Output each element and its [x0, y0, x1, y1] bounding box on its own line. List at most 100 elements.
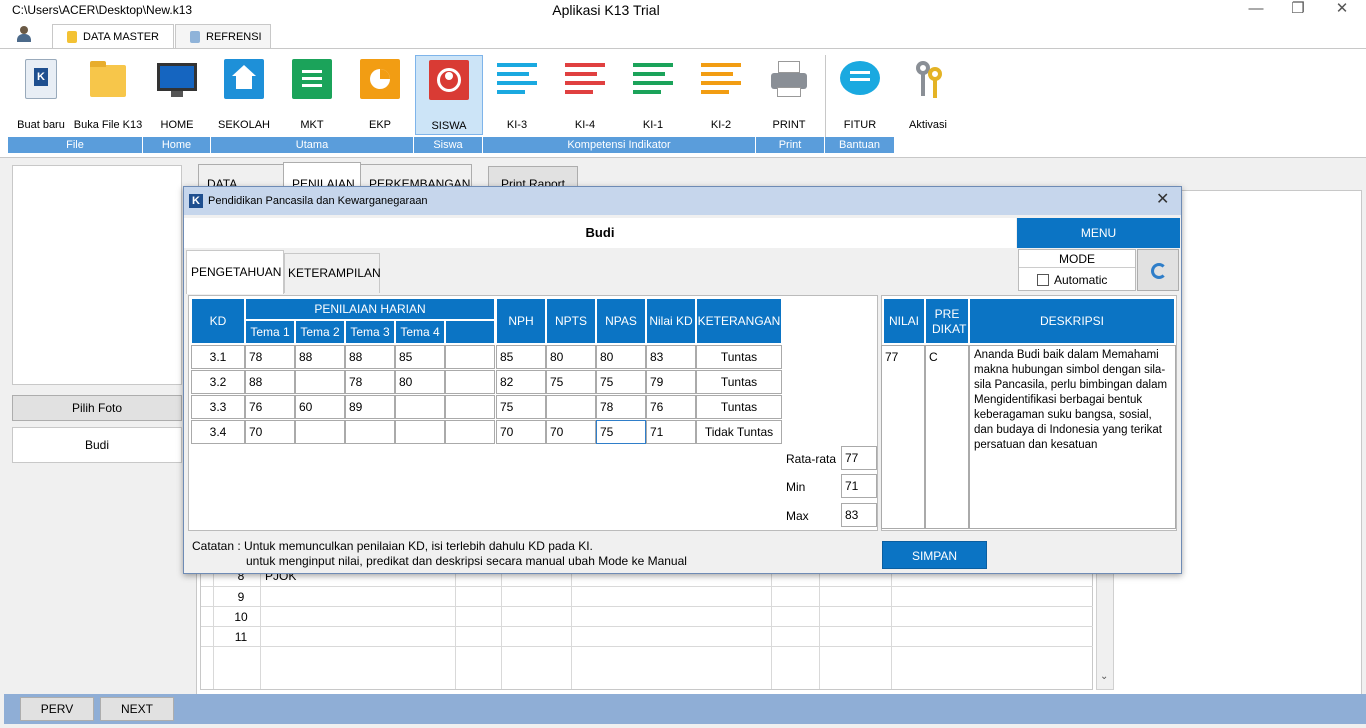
minimize-button[interactable]: —: [1248, 0, 1264, 17]
ki3-icon: [497, 59, 537, 99]
score-cell-t0[interactable]: 78: [245, 345, 295, 369]
score-cell-t4[interactable]: [445, 370, 495, 394]
score-cell-npas[interactable]: 78: [596, 395, 646, 419]
siswa-button[interactable]: SISWA: [415, 55, 483, 135]
score-cell-t4[interactable]: [445, 420, 495, 444]
ekp-button[interactable]: EKP: [348, 55, 412, 135]
score-cell-t2[interactable]: 89: [345, 395, 395, 419]
sekolah-button[interactable]: SEKOLAH: [212, 55, 276, 135]
score-cell-t1[interactable]: [295, 420, 345, 444]
group-utama: Utama: [211, 137, 413, 153]
max-label: Max: [786, 509, 809, 523]
ki2-button[interactable]: KI-2: [688, 55, 754, 135]
score-cell-npas[interactable]: 75: [596, 420, 646, 444]
tab-data-master[interactable]: DATA MASTER: [52, 24, 174, 50]
score-cell-npas[interactable]: 80: [596, 345, 646, 369]
header-nilai: NILAI: [883, 298, 925, 344]
score-cell-t2[interactable]: 78: [345, 370, 395, 394]
header-tema-4: Tema 4: [395, 320, 445, 344]
close-window-button[interactable]: ✕: [1335, 0, 1349, 17]
score-cell-ket: Tidak Tuntas: [696, 420, 782, 444]
score-cell-t3[interactable]: [395, 395, 445, 419]
ki2-icon: [701, 59, 741, 99]
score-cell-t4[interactable]: [445, 395, 495, 419]
simpan-button[interactable]: SIMPAN: [882, 541, 987, 569]
table-row[interactable]: 11: [201, 627, 1093, 647]
score-cell-nph[interactable]: 85: [496, 345, 546, 369]
score-cell-nilai[interactable]: 76: [646, 395, 696, 419]
database-icon: [190, 31, 200, 43]
score-cell-npts[interactable]: 75: [546, 370, 596, 394]
new-file-icon: K: [25, 59, 57, 99]
score-cell-t0[interactable]: 88: [245, 370, 295, 394]
open-file-button[interactable]: Buka File K13: [72, 55, 144, 135]
mkt-button[interactable]: MKT: [280, 55, 344, 135]
score-cell-t2[interactable]: [345, 420, 395, 444]
score-cell-nph[interactable]: 82: [496, 370, 546, 394]
file-path: C:\Users\ACER\Desktop\New.k13: [12, 3, 193, 17]
nilai-value[interactable]: 77: [881, 345, 925, 529]
group-print: Print: [756, 137, 824, 153]
tab-refrensi[interactable]: REFRENSI: [175, 24, 271, 49]
chevron-down-icon[interactable]: ⌄: [1100, 671, 1109, 682]
score-cell-nilai[interactable]: 71: [646, 420, 696, 444]
score-cell-t1[interactable]: 60: [295, 395, 345, 419]
score-cell-npts[interactable]: [546, 395, 596, 419]
pilih-foto-button[interactable]: Pilih Foto: [12, 395, 182, 421]
vertical-scrollbar[interactable]: ⌄: [1096, 558, 1114, 690]
new-file-button[interactable]: K Buat baru: [10, 55, 72, 135]
app-logo-icon: K: [189, 194, 203, 208]
automatic-checkbox[interactable]: [1037, 274, 1049, 286]
table-row[interactable]: 9: [201, 587, 1093, 607]
tab-keterampilan[interactable]: KETERAMPILAN: [284, 253, 381, 293]
score-cell-t3[interactable]: 85: [395, 345, 445, 369]
app-title: Aplikasi K13 Trial: [552, 2, 660, 18]
score-cell-t3[interactable]: 80: [395, 370, 445, 394]
score-cell-nilai[interactable]: 83: [646, 345, 696, 369]
score-cell-npts[interactable]: 80: [546, 345, 596, 369]
home-button[interactable]: HOME: [146, 55, 208, 135]
maximize-button[interactable]: ❐: [1291, 0, 1305, 17]
ki4-button[interactable]: KI-4: [552, 55, 618, 135]
group-siswa: Siswa: [414, 137, 482, 153]
deskripsi-value[interactable]: Ananda Budi baik dalam Memahami makna hu…: [969, 345, 1176, 529]
score-cell-t0[interactable]: 70: [245, 420, 295, 444]
ki3-button[interactable]: KI-3: [484, 55, 550, 135]
close-icon[interactable]: ✕: [1156, 191, 1170, 208]
user-icon[interactable]: [16, 26, 32, 44]
print-button[interactable]: PRINT: [756, 55, 822, 135]
chat-icon: [840, 59, 880, 99]
database-icon: [67, 31, 77, 43]
score-cell-nph[interactable]: 75: [496, 395, 546, 419]
header-kd: KD: [191, 298, 245, 344]
score-cell-nilai[interactable]: 79: [646, 370, 696, 394]
title-bar: C:\Users\ACER\Desktop\New.k13 Aplikasi K…: [0, 0, 1366, 22]
score-cell-nph[interactable]: 70: [496, 420, 546, 444]
student-icon: [429, 60, 469, 100]
header-nilai-kd: Nilai KD: [646, 298, 696, 344]
prev-button[interactable]: PERV: [20, 697, 94, 721]
score-cell-t1[interactable]: [295, 370, 345, 394]
tab-pengetahuan[interactable]: PENGETAHUAN: [186, 250, 284, 294]
menu-header[interactable]: MENU: [1017, 218, 1180, 248]
house-icon: [224, 59, 264, 99]
score-cell-t4[interactable]: [445, 345, 495, 369]
score-cell-t0[interactable]: 76: [245, 395, 295, 419]
ki1-button[interactable]: KI-1: [620, 55, 686, 135]
refresh-button[interactable]: [1137, 249, 1179, 291]
aktivasi-button[interactable]: Aktivasi: [898, 55, 958, 135]
score-cell-t2[interactable]: 88: [345, 345, 395, 369]
header-npas: NPAS: [596, 298, 646, 344]
score-cell-npts[interactable]: 70: [546, 420, 596, 444]
score-cell-t1[interactable]: 88: [295, 345, 345, 369]
predikat-value[interactable]: C: [925, 345, 969, 529]
score-cell-t3[interactable]: [395, 420, 445, 444]
score-cell-npas[interactable]: 75: [596, 370, 646, 394]
photo-frame: [12, 165, 182, 385]
fitur-button[interactable]: FITUR: [828, 55, 892, 135]
score-cell-ket: Tuntas: [696, 370, 782, 394]
student-header: Budi: [184, 218, 1016, 248]
next-button[interactable]: NEXT: [100, 697, 174, 721]
table-row[interactable]: 10: [201, 607, 1093, 627]
header-tema-1: Tema 1: [245, 320, 295, 344]
